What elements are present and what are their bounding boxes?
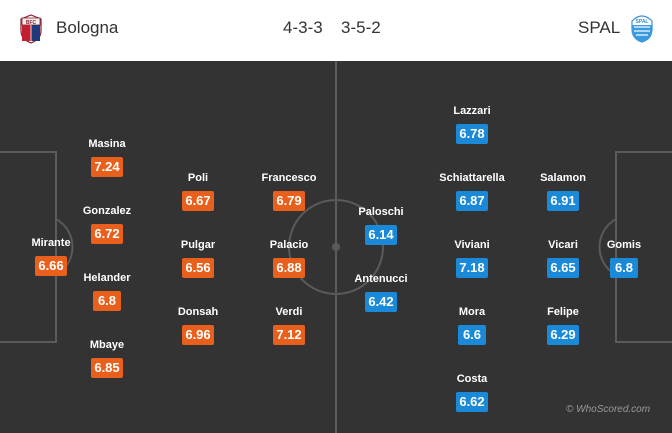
player-name: Schiattarella bbox=[439, 172, 505, 184]
player-rating: 6.79 bbox=[273, 191, 305, 211]
player-rating: 6.29 bbox=[547, 325, 579, 345]
player-rating: 6.72 bbox=[91, 224, 123, 244]
away-player-antenucci[interactable]: Antenucci 6.42 bbox=[346, 273, 416, 312]
player-name: Mora bbox=[458, 306, 486, 318]
player-name: Costa bbox=[456, 373, 488, 385]
player-name: Gomis bbox=[606, 239, 642, 251]
player-name: Salamon bbox=[540, 172, 586, 184]
player-rating: 6.88 bbox=[273, 258, 305, 278]
player-name: Viviani bbox=[454, 239, 490, 251]
player-rating: 6.8 bbox=[93, 291, 121, 311]
player-rating: 6.42 bbox=[365, 292, 397, 312]
player-rating: 6.14 bbox=[365, 225, 397, 245]
away-player-viviani[interactable]: Viviani 7.18 bbox=[437, 239, 507, 278]
player-rating: 7.12 bbox=[273, 325, 305, 345]
player-name: Palacio bbox=[269, 239, 309, 251]
spal-crest-icon: SPAL bbox=[631, 15, 653, 43]
player-rating: 7.24 bbox=[91, 157, 123, 177]
player-name: Masina bbox=[88, 138, 126, 150]
player-name: Pulgar bbox=[180, 239, 216, 251]
pitch-markings bbox=[0, 61, 672, 433]
player-name: Mirante bbox=[31, 237, 71, 249]
home-player-palacio[interactable]: Palacio 6.88 bbox=[254, 239, 324, 278]
home-player-poli[interactable]: Poli 6.67 bbox=[163, 172, 233, 211]
player-rating: 6.78 bbox=[456, 124, 488, 144]
home-player-helander[interactable]: Helander 6.8 bbox=[72, 272, 142, 311]
home-player-pulgar[interactable]: Pulgar 6.56 bbox=[163, 239, 233, 278]
player-rating: 6.6 bbox=[458, 325, 486, 345]
player-name: Gonzalez bbox=[82, 205, 132, 217]
svg-text:SPAL: SPAL bbox=[636, 19, 649, 25]
match-header: BFC Bologna 4-3-3 3-5-2 SPAL SPAL bbox=[0, 0, 672, 60]
watermark: © WhoScored.com bbox=[566, 404, 651, 415]
away-player-felipe[interactable]: Felipe 6.29 bbox=[528, 306, 598, 345]
player-rating: 6.62 bbox=[456, 392, 488, 412]
player-name: Helander bbox=[83, 272, 131, 284]
player-rating: 6.66 bbox=[35, 256, 67, 276]
bologna-crest-icon: BFC bbox=[20, 14, 42, 44]
away-player-schiattarella[interactable]: Schiattarella 6.87 bbox=[437, 172, 507, 211]
player-rating: 6.85 bbox=[91, 358, 123, 378]
away-player-paloschi[interactable]: Paloschi 6.14 bbox=[346, 206, 416, 245]
away-player-gomis[interactable]: Gomis 6.8 bbox=[589, 239, 659, 278]
away-player-mora[interactable]: Mora 6.6 bbox=[437, 306, 507, 345]
player-rating: 6.56 bbox=[182, 258, 214, 278]
home-player-mbaye[interactable]: Mbaye 6.85 bbox=[72, 339, 142, 378]
svg-text:BFC: BFC bbox=[26, 20, 37, 26]
home-player-verdi[interactable]: Verdi 7.12 bbox=[254, 306, 324, 345]
home-player-mirante[interactable]: Mirante 6.66 bbox=[16, 237, 86, 276]
player-name: Mbaye bbox=[89, 339, 125, 351]
player-name: Lazzari bbox=[453, 105, 491, 117]
home-team-name[interactable]: Bologna bbox=[56, 18, 119, 37]
player-name: Francesco bbox=[261, 172, 317, 184]
home-player-masina[interactable]: Masina 7.24 bbox=[72, 138, 142, 177]
player-rating: 6.87 bbox=[456, 191, 488, 211]
home-player-donsah[interactable]: Donsah 6.96 bbox=[163, 306, 233, 345]
player-name: Verdi bbox=[275, 306, 303, 318]
player-rating: 6.65 bbox=[547, 258, 579, 278]
home-player-gonzalez[interactable]: Gonzalez 6.72 bbox=[72, 205, 142, 244]
player-rating: 6.96 bbox=[182, 325, 214, 345]
pitch: Mirante 6.66 Masina 7.24 Gonzalez 6.72 H… bbox=[0, 61, 672, 433]
player-name: Donsah bbox=[177, 306, 219, 318]
away-player-lazzari[interactable]: Lazzari 6.78 bbox=[437, 105, 507, 144]
player-rating: 6.91 bbox=[547, 191, 579, 211]
player-rating: 7.18 bbox=[456, 258, 488, 278]
player-name: Poli bbox=[187, 172, 209, 184]
player-rating: 6.8 bbox=[610, 258, 638, 278]
away-player-vicari[interactable]: Vicari 6.65 bbox=[528, 239, 598, 278]
player-name: Felipe bbox=[547, 306, 579, 318]
home-player-francesco[interactable]: Francesco 6.79 bbox=[254, 172, 324, 211]
player-name: Antenucci bbox=[354, 273, 408, 285]
away-player-costa[interactable]: Costa 6.62 bbox=[437, 373, 507, 412]
away-player-salamon[interactable]: Salamon 6.91 bbox=[528, 172, 598, 211]
player-rating: 6.67 bbox=[182, 191, 214, 211]
away-team-name[interactable]: SPAL bbox=[578, 18, 621, 37]
player-name: Paloschi bbox=[358, 206, 404, 218]
player-name: Vicari bbox=[548, 239, 578, 251]
away-formation: 3-5-2 bbox=[341, 18, 381, 37]
home-formation: 4-3-3 bbox=[283, 18, 323, 37]
